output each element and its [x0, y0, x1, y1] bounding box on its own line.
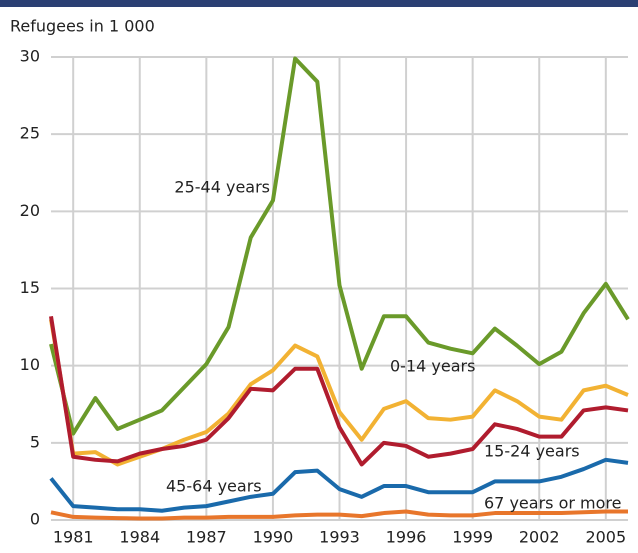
series-label: 45-64 years	[166, 477, 262, 496]
series-line	[49, 315, 629, 467]
series-line	[49, 319, 629, 467]
series-line	[50, 509, 628, 521]
x-tick-label: 1993	[319, 528, 360, 547]
x-tick-label: 1999	[452, 528, 493, 547]
x-tick-label: 2002	[519, 528, 560, 547]
series-line	[49, 457, 629, 513]
series-label: 15-24 years	[484, 442, 580, 461]
y-tick-label: 0	[30, 510, 40, 529]
x-tick-label: 1981	[53, 528, 94, 547]
series-label: 67 years or more	[484, 494, 621, 513]
y-tick-label: 20	[20, 201, 40, 220]
x-tick-label: 1990	[253, 528, 294, 547]
x-tick-label: 1987	[186, 528, 227, 547]
y-tick-label: 30	[20, 47, 40, 66]
top-bar	[0, 0, 638, 7]
series-line	[49, 56, 630, 436]
y-tick-label: 15	[20, 278, 40, 297]
x-tick-label: 2005	[585, 528, 626, 547]
y-tick-label: 10	[20, 355, 40, 374]
series-label: 0-14 years	[390, 357, 475, 376]
x-tick-label: 1984	[119, 528, 160, 547]
y-axis-label: Refugees in 1 000	[10, 17, 155, 36]
x-tick-label: 1996	[386, 528, 427, 547]
series-label: 25-44 years	[174, 178, 270, 197]
y-tick-label: 25	[20, 124, 40, 143]
y-tick-label: 5	[30, 432, 40, 451]
